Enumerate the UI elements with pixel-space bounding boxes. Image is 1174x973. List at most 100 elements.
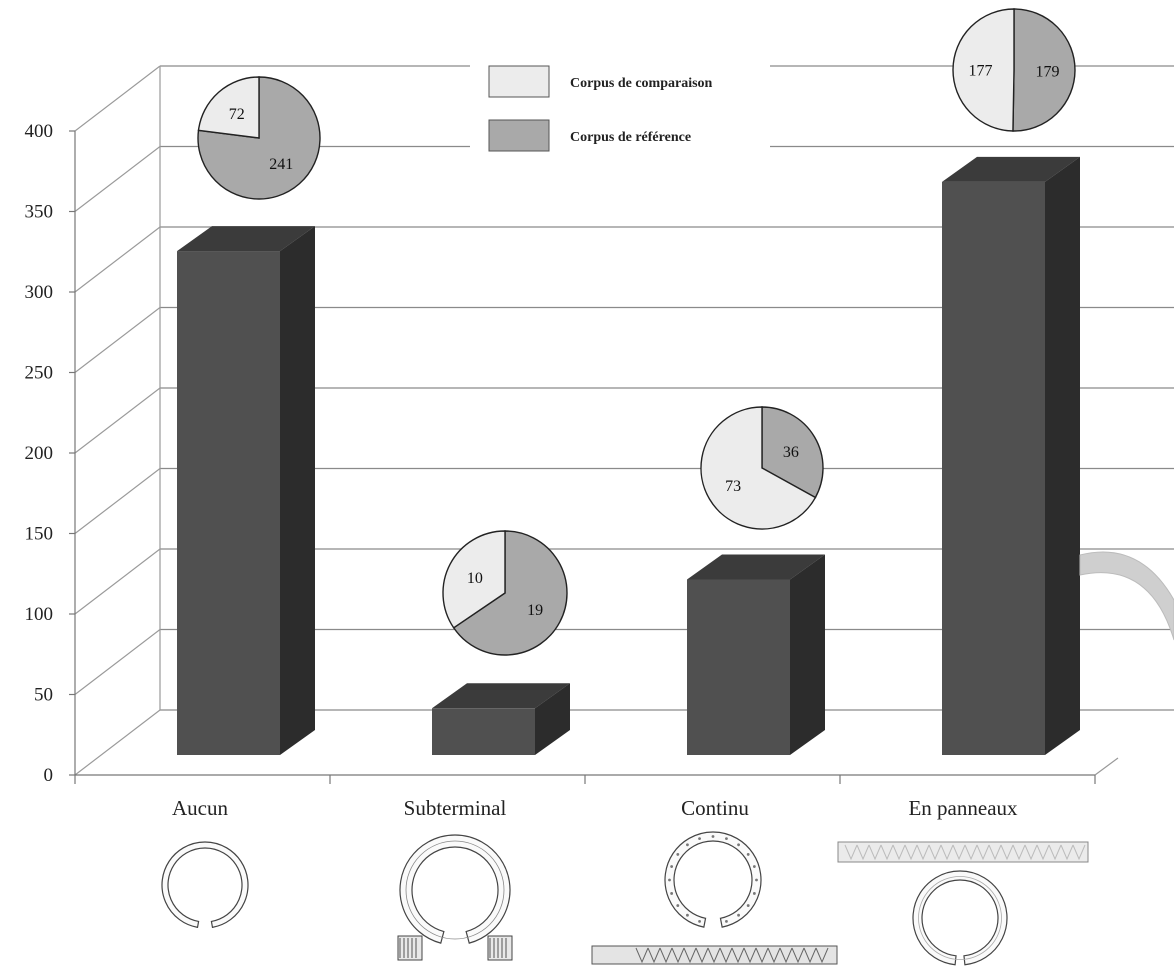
band-zigzag	[755, 947, 769, 964]
band-zigzag	[635, 947, 649, 964]
chart-bars	[177, 156, 1080, 756]
band-zigzag	[707, 947, 721, 964]
bracelet-subterminal	[399, 834, 511, 944]
bar-front	[942, 181, 1045, 756]
y-tick-label: 150	[25, 524, 54, 545]
y-tick-label: 400	[25, 121, 54, 142]
band-zigzag	[952, 844, 966, 861]
band-zigzag	[940, 844, 954, 861]
bracelet-arc-partial	[1079, 551, 1174, 641]
pie-chart: 241 72	[197, 76, 321, 200]
band-zigzag	[964, 844, 978, 861]
bracelet-dot	[755, 878, 758, 882]
bracelet-dot	[676, 853, 680, 856]
gridline-diagonal	[74, 146, 161, 212]
pie-label-reference: 19	[527, 602, 543, 619]
gridline-diagonal	[74, 65, 161, 132]
bracelet-dot	[737, 843, 740, 847]
band-zigzag	[791, 947, 805, 964]
band-zigzag	[719, 947, 733, 964]
pie-label-reference: 36	[783, 444, 799, 461]
band-zigzag	[743, 947, 757, 964]
pie-slice-comparaison	[700, 406, 817, 530]
band-zigzag	[683, 947, 697, 964]
bracelet-dot	[737, 913, 740, 917]
pie-slice-comparaison	[442, 530, 506, 629]
band-zigzag	[892, 844, 906, 861]
bar-top	[687, 554, 825, 580]
bracelet-dot	[686, 843, 689, 847]
bracelet-section	[397, 935, 423, 961]
bar-side	[1045, 156, 1080, 756]
pie-label-reference: 241	[269, 156, 293, 173]
bracelet-continu	[664, 831, 762, 928]
pie-chart: 179 177	[952, 8, 1076, 132]
bar	[432, 683, 570, 755]
legend-swatch	[488, 65, 550, 98]
y-tick-label: 300	[25, 282, 54, 303]
y-tick-label: 350	[25, 202, 54, 223]
bracelet-outline	[399, 834, 511, 944]
bracelet-aucun	[161, 841, 249, 929]
band-zigzag	[868, 844, 882, 861]
bracelet-outline	[912, 870, 1008, 966]
bar	[687, 554, 825, 755]
band-zigzag	[1072, 844, 1086, 861]
bracelet-dot	[676, 904, 680, 907]
pie-slice-comparaison	[952, 8, 1015, 132]
x-category-label: Aucun	[172, 796, 228, 820]
band-zigzag	[1000, 844, 1014, 861]
pie-chart: 36 73	[700, 406, 824, 530]
section-block	[397, 935, 423, 961]
band-zigzag	[988, 844, 1002, 861]
bar-front	[432, 708, 535, 755]
bar-side	[280, 226, 315, 755]
floor-edge	[1094, 757, 1119, 776]
bar	[942, 156, 1080, 756]
pie-label-comparaison: 10	[467, 570, 483, 587]
bracelet-dot	[752, 892, 756, 895]
legend-label: Corpus de comparaison	[570, 76, 713, 91]
band-zigzag	[856, 844, 870, 861]
bracelet-dot	[686, 913, 689, 917]
band-zigzag	[815, 947, 829, 964]
legend-swatch	[488, 119, 550, 152]
bar	[177, 226, 315, 755]
bracelet-dot	[752, 865, 756, 868]
bracelet-section	[487, 935, 513, 961]
pie-label-comparaison: 72	[229, 106, 245, 123]
band-zigzag	[1060, 844, 1074, 861]
gridline-diagonal	[74, 468, 161, 534]
chart-legend: Corpus de comparaison Corpus de référence	[470, 55, 770, 157]
band-zigzag	[844, 844, 858, 861]
y-axis-ticks: 0 50 100 150 200 250 300 350 400	[25, 121, 75, 786]
bar-top	[432, 683, 570, 709]
band-zigzag	[659, 947, 673, 964]
band-zigzag	[1024, 844, 1038, 861]
pie-slice-reference	[761, 406, 824, 499]
bracelet-dot	[670, 892, 674, 895]
y-tick-label: 200	[25, 443, 54, 464]
band-zigzag	[779, 947, 793, 964]
section-block	[487, 935, 513, 961]
bar-top	[942, 156, 1080, 182]
band-zigzag	[1012, 844, 1026, 861]
gridline-diagonal	[74, 387, 161, 454]
y-tick-label: 100	[25, 604, 54, 625]
bracelet-dot	[725, 919, 728, 923]
band-zigzag	[916, 844, 930, 861]
band-zigzag	[803, 947, 817, 964]
bracelet-dot	[668, 878, 671, 882]
x-category-label: Continu	[681, 796, 749, 820]
gridline-diagonal	[74, 709, 161, 776]
y-tick-label: 50	[34, 685, 53, 706]
x-category-label: Subterminal	[404, 796, 507, 820]
x-category-label: En panneaux	[908, 796, 1018, 820]
bracelet-drawings	[161, 551, 1174, 966]
bracelet-outline	[664, 831, 762, 928]
gridline-diagonal	[74, 226, 161, 293]
band-zigzag	[928, 844, 942, 861]
bracelet-dot	[670, 865, 674, 868]
